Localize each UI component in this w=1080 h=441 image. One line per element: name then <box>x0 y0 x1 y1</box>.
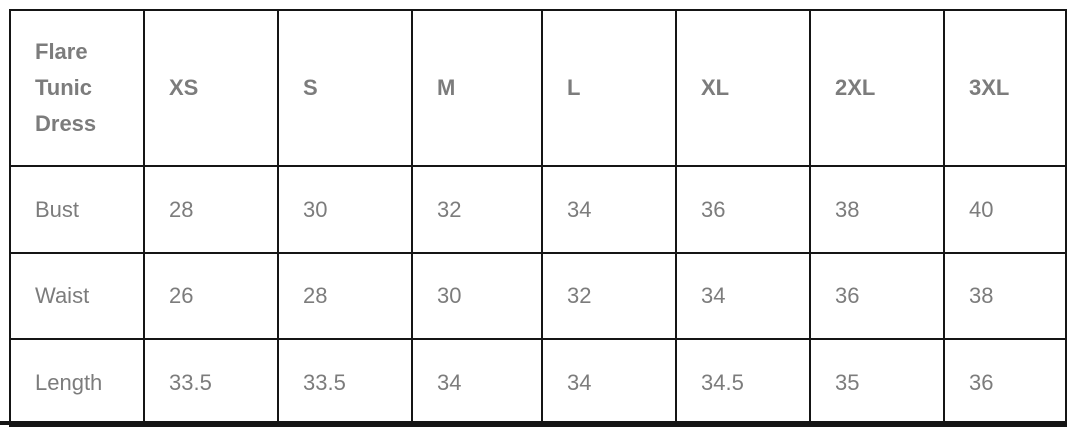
table-row-length: Length 33.5 33.5 34 34 34.5 35 36 <box>9 338 1067 427</box>
bust-l: 34 <box>541 165 677 254</box>
size-header-s: S <box>277 9 413 167</box>
row-label-waist: Waist <box>9 252 145 340</box>
table-row-waist: Waist 26 28 30 32 34 36 38 <box>9 252 1067 340</box>
row-label-length: Length <box>9 338 145 427</box>
length-s: 33.5 <box>277 338 413 427</box>
size-header-m: M <box>411 9 543 167</box>
length-3xl: 36 <box>943 338 1067 427</box>
length-m: 34 <box>411 338 543 427</box>
length-2xl: 35 <box>809 338 945 427</box>
waist-xl: 34 <box>675 252 811 340</box>
waist-2xl: 36 <box>809 252 945 340</box>
size-header-3xl: 3XL <box>943 9 1067 167</box>
bust-2xl: 38 <box>809 165 945 254</box>
length-xl: 34.5 <box>675 338 811 427</box>
bottom-divider <box>0 421 1065 425</box>
size-header-xs: XS <box>143 9 279 167</box>
size-header-l: L <box>541 9 677 167</box>
bust-xs: 28 <box>143 165 279 254</box>
bust-s: 30 <box>277 165 413 254</box>
table-row-bust: Bust 28 30 32 34 36 38 40 <box>9 165 1067 254</box>
waist-3xl: 38 <box>943 252 1067 340</box>
waist-m: 30 <box>411 252 543 340</box>
length-xs: 33.5 <box>143 338 279 427</box>
bust-3xl: 40 <box>943 165 1067 254</box>
length-l: 34 <box>541 338 677 427</box>
size-header-2xl: 2XL <box>809 9 945 167</box>
bust-xl: 36 <box>675 165 811 254</box>
waist-s: 28 <box>277 252 413 340</box>
header-row: Flare Tunic Dress XS S M L XL 2XL 3XL <box>9 9 1067 167</box>
waist-l: 32 <box>541 252 677 340</box>
product-title-cell: Flare Tunic Dress <box>9 9 145 167</box>
size-header-xl: XL <box>675 9 811 167</box>
waist-xs: 26 <box>143 252 279 340</box>
size-chart-table: Flare Tunic Dress XS S M L XL 2XL 3XL Bu… <box>9 9 1067 427</box>
bust-m: 32 <box>411 165 543 254</box>
row-label-bust: Bust <box>9 165 145 254</box>
